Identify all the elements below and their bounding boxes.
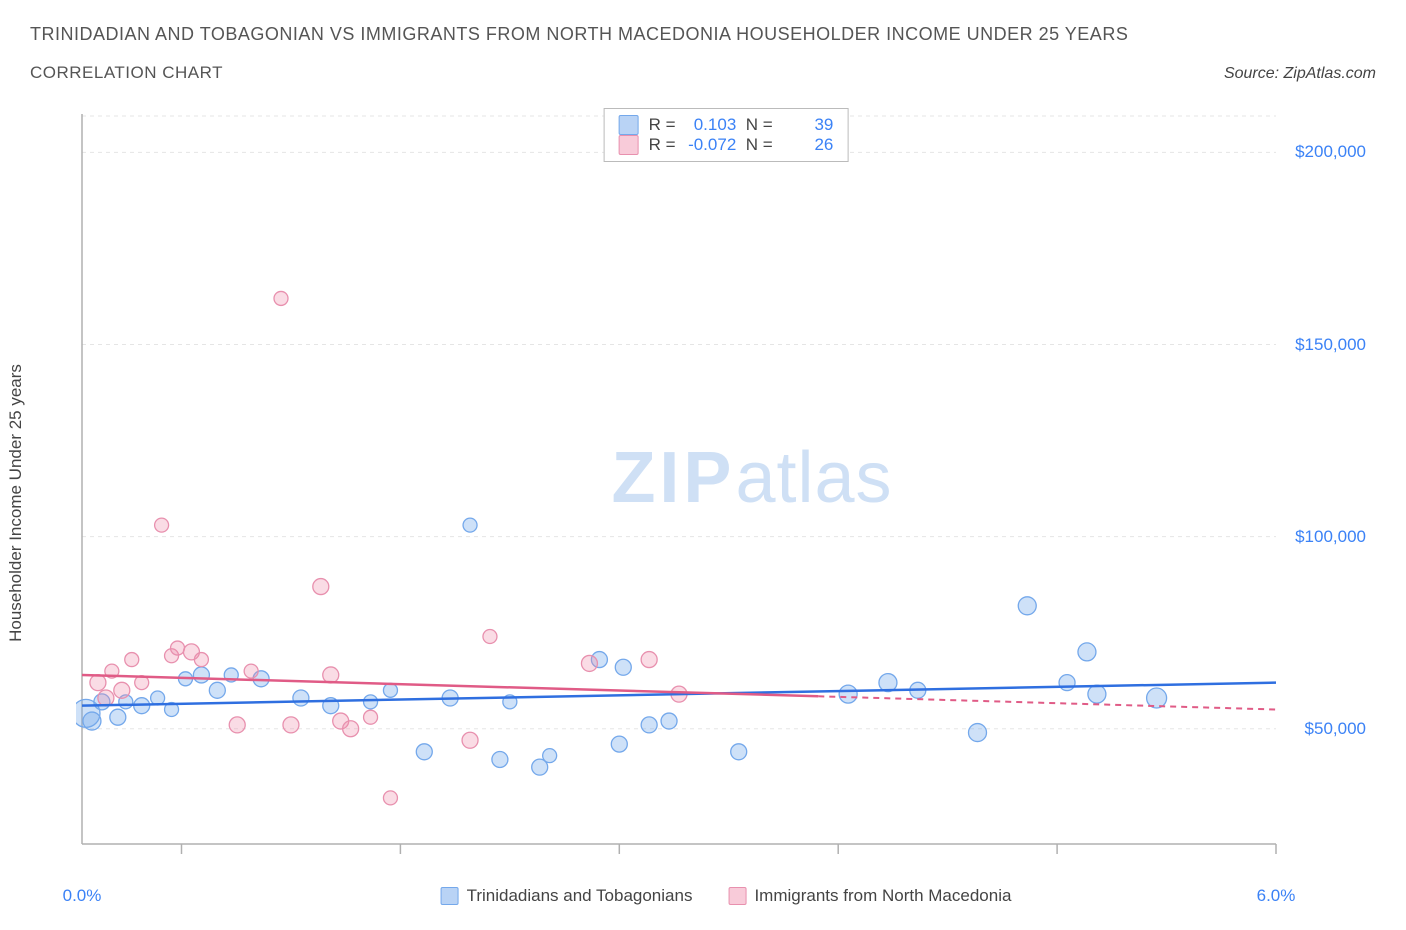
x-tick-label: 6.0% [1257, 886, 1296, 906]
chart-container: Householder Income Under 25 years ZIPatl… [30, 108, 1376, 878]
stats-row: R = 0.103 N = 39 [619, 115, 834, 135]
legend-swatch [441, 887, 459, 905]
legend-item: Immigrants from North Macedonia [728, 886, 1011, 906]
legend-label: Immigrants from North Macedonia [754, 886, 1011, 906]
stats-row: R = -0.072 N = 26 [619, 135, 834, 155]
y-tick-label: $150,000 [1295, 335, 1366, 355]
y-tick-label: $100,000 [1295, 527, 1366, 547]
stats-swatch [619, 115, 639, 135]
stats-swatch [619, 135, 639, 155]
stats-legend-box: R = 0.103 N = 39R = -0.072 N = 26 [604, 108, 849, 162]
chart-title: TRINIDADIAN AND TOBAGONIAN VS IMMIGRANTS… [30, 24, 1376, 45]
x-tick-label: 0.0% [63, 886, 102, 906]
title-block: TRINIDADIAN AND TOBAGONIAN VS IMMIGRANTS… [0, 0, 1406, 93]
scatter-plot-svg [76, 108, 1376, 878]
stats-text: R = -0.072 N = 26 [649, 135, 834, 155]
y-tick-label: $200,000 [1295, 142, 1366, 162]
y-tick-label: $50,000 [1305, 719, 1366, 739]
y-axis-label: Householder Income Under 25 years [6, 364, 26, 642]
legend-label: Trinidadians and Tobagonians [467, 886, 693, 906]
chart-subtitle: CORRELATION CHART [30, 63, 223, 83]
legend-item: Trinidadians and Tobagonians [441, 886, 693, 906]
stats-text: R = 0.103 N = 39 [649, 115, 834, 135]
plot-area: ZIPatlas R = 0.103 N = 39R = -0.072 N = … [76, 108, 1376, 878]
source-label: Source: ZipAtlas.com [1224, 65, 1376, 83]
legend-swatch [728, 887, 746, 905]
legend-bottom: Trinidadians and Tobagonians Immigrants f… [441, 886, 1012, 906]
